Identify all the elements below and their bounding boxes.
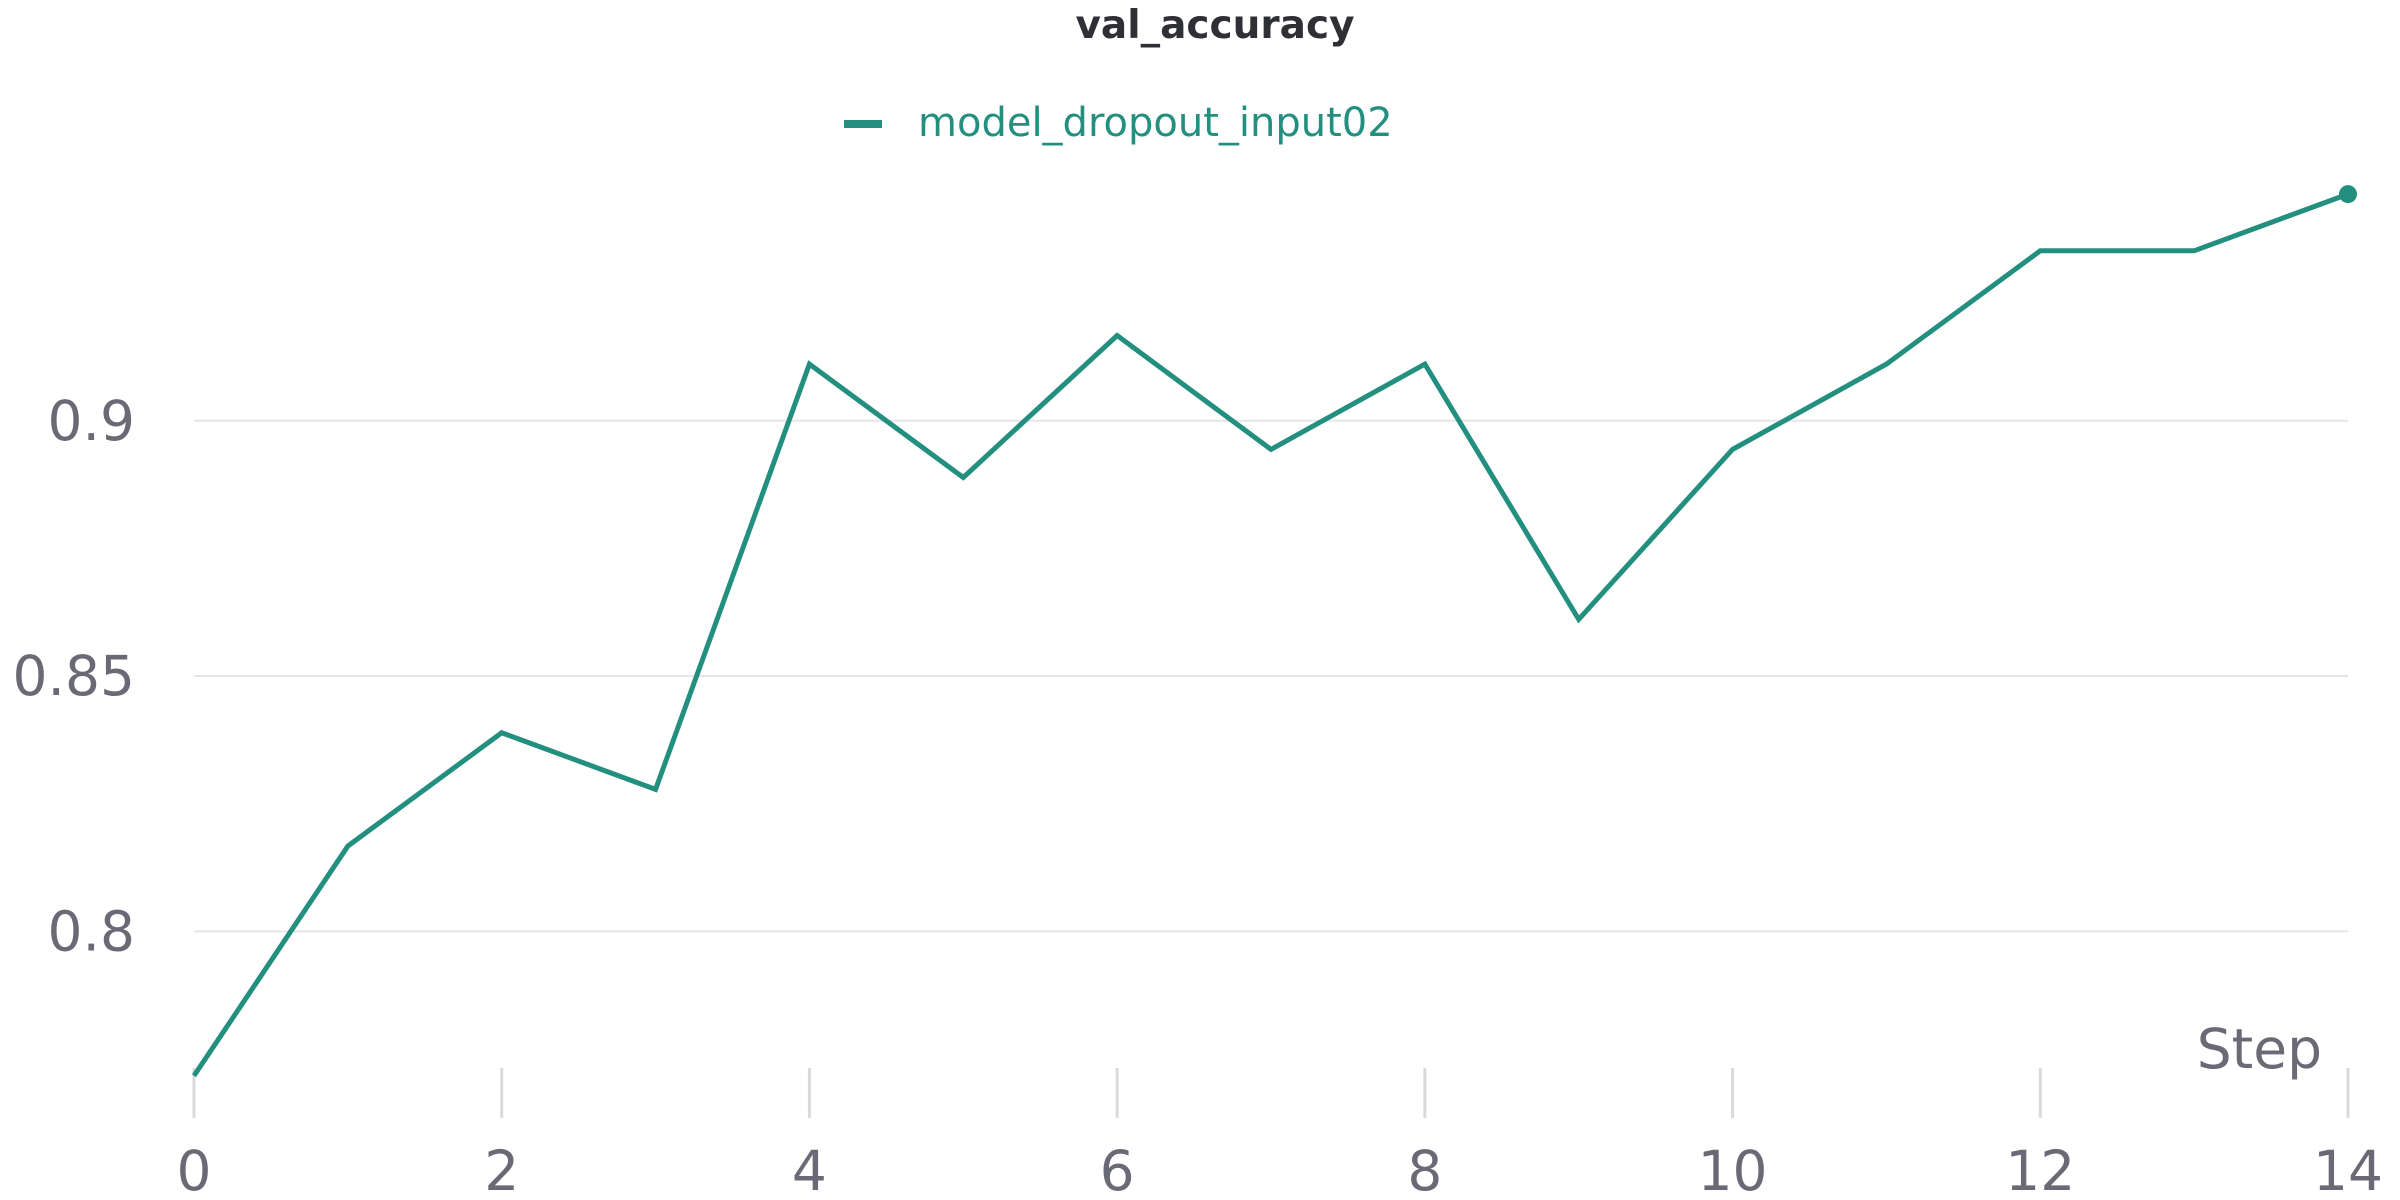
x-tick-label: 8 bbox=[1407, 1139, 1442, 1200]
series-group bbox=[191, 185, 2357, 1078]
series-line[interactable] bbox=[191, 191, 2349, 1078]
x-tick-label: 10 bbox=[1698, 1139, 1768, 1200]
x-tick-label: 4 bbox=[792, 1139, 827, 1200]
x-tick-label: 0 bbox=[177, 1139, 212, 1200]
y-tick-label: 0.8 bbox=[48, 899, 135, 963]
y-tick-label: 0.9 bbox=[48, 389, 135, 453]
legend-label: model_dropout_input02 bbox=[918, 100, 1393, 146]
x-axis-ticks: 0 2 4 6 8 10 12 14 bbox=[177, 1068, 2383, 1200]
gridlines bbox=[194, 419, 2348, 933]
x-tick-label: 6 bbox=[1100, 1139, 1135, 1200]
x-axis-title: Step bbox=[2197, 1017, 2322, 1081]
x-tick-label: 2 bbox=[484, 1139, 519, 1200]
last-point-marker[interactable] bbox=[2339, 185, 2357, 204]
x-tick-label: 12 bbox=[2005, 1139, 2075, 1200]
chart-title: val_accuracy bbox=[1075, 3, 1354, 48]
y-tick-label: 0.85 bbox=[13, 644, 135, 708]
x-tick-label: 14 bbox=[2313, 1139, 2383, 1200]
y-axis-ticks: 0.8 0.85 0.9 bbox=[13, 389, 135, 964]
legend[interactable]: model_dropout_input02 bbox=[844, 100, 1393, 146]
